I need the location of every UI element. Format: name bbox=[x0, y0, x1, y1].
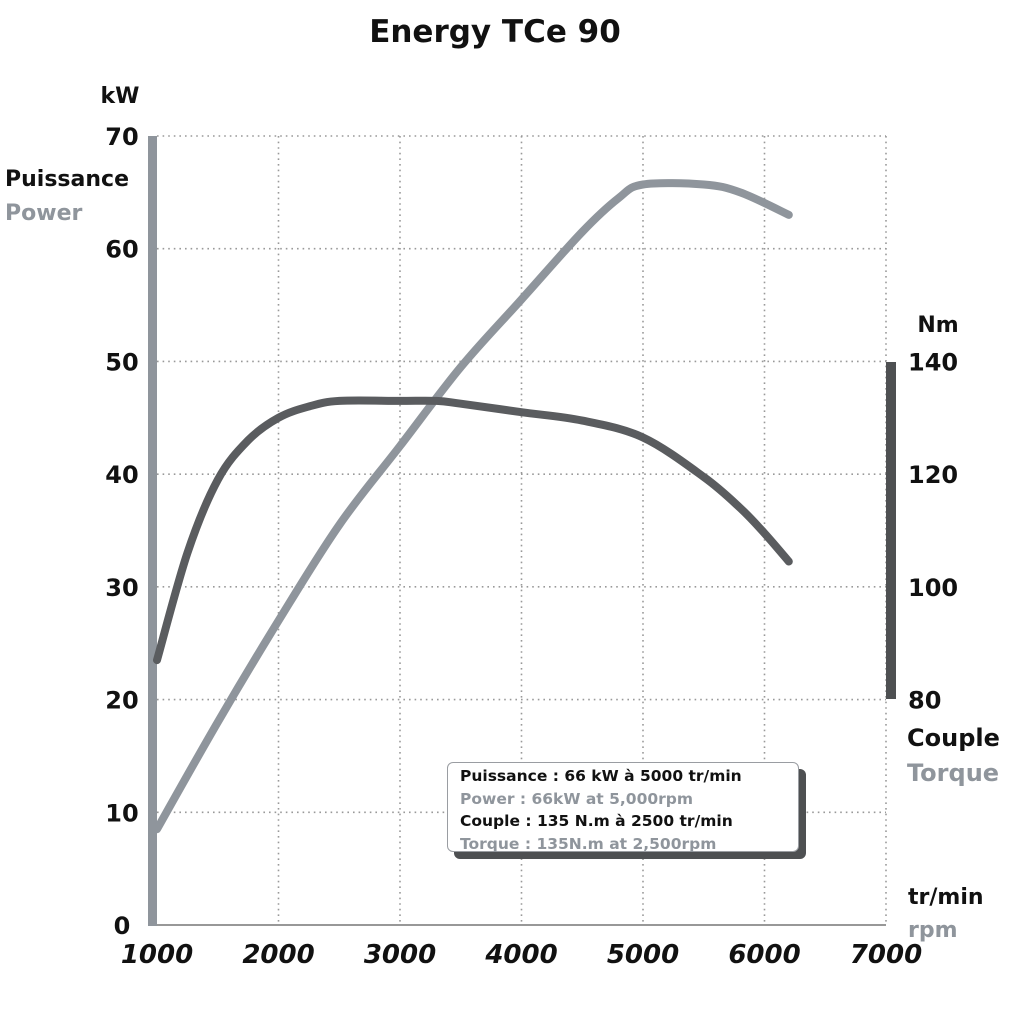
right-axis-bar bbox=[886, 362, 896, 699]
x-tick-label: 5000 bbox=[607, 940, 679, 970]
left-axis-unit: kW bbox=[101, 84, 140, 109]
x-tick-label: 3000 bbox=[364, 940, 436, 970]
x-axis-ticks: 1000 2000 3000 4000 5000 6000 7000 bbox=[121, 940, 922, 970]
left-axis-bar bbox=[148, 136, 157, 926]
right-axis-label-en: Torque bbox=[907, 759, 999, 787]
x-axis-unit-en: rpm bbox=[908, 918, 958, 943]
legend-power-fr: Puissance : 66 kW à 5000 tr/min bbox=[460, 767, 742, 785]
x-tick-label: 2000 bbox=[242, 940, 314, 970]
legend-power-en: Power : 66kW at 5,000rpm bbox=[460, 789, 694, 808]
specs-legend-box: Puissance : 66 kW à 5000 tr/min Power : … bbox=[447, 762, 799, 853]
y-left-tick-label: 10 bbox=[105, 799, 138, 827]
y-right-tick-label: 120 bbox=[908, 461, 958, 489]
x-tick-label: 6000 bbox=[728, 940, 800, 970]
right-axis-unit: Nm bbox=[917, 313, 958, 338]
y-left-tick-label: 20 bbox=[105, 687, 138, 715]
right-axis-label-fr: Couple bbox=[907, 724, 1000, 752]
y-right-tick-label: 80 bbox=[908, 687, 941, 715]
x-tick-label: 7000 bbox=[850, 940, 922, 970]
torque-curve bbox=[153, 396, 793, 665]
y-left-tick-label: 60 bbox=[105, 236, 138, 264]
x-axis-unit-fr: tr/min bbox=[908, 885, 984, 910]
y-right-tick-label: 140 bbox=[908, 348, 958, 376]
power-curve bbox=[153, 179, 793, 834]
chart-title: Energy TCe 90 bbox=[369, 14, 621, 50]
y-right-tick-label: 100 bbox=[908, 574, 958, 602]
left-axis-ticks: 0 10 20 30 40 50 60 70 bbox=[105, 123, 138, 940]
legend-torque-en: Torque : 135N.m at 2,500rpm bbox=[460, 834, 717, 853]
left-axis-label-fr: Puissance bbox=[5, 167, 129, 192]
x-tick-label: 1000 bbox=[121, 940, 193, 970]
left-axis-label-en: Power bbox=[5, 201, 82, 226]
y-left-tick-label: 50 bbox=[105, 348, 138, 376]
series-lines bbox=[153, 179, 793, 834]
y-left-tick-label: 30 bbox=[105, 574, 138, 602]
legend-torque-fr: Couple : 135 N.m à 2500 tr/min bbox=[460, 812, 733, 830]
y-left-tick-label: 70 bbox=[105, 123, 138, 151]
y-left-tick-label: 40 bbox=[105, 461, 138, 489]
right-axis-ticks: 80 100 120 140 bbox=[908, 348, 958, 714]
y-left-tick-label: 0 bbox=[114, 912, 131, 940]
x-tick-label: 4000 bbox=[484, 940, 557, 970]
